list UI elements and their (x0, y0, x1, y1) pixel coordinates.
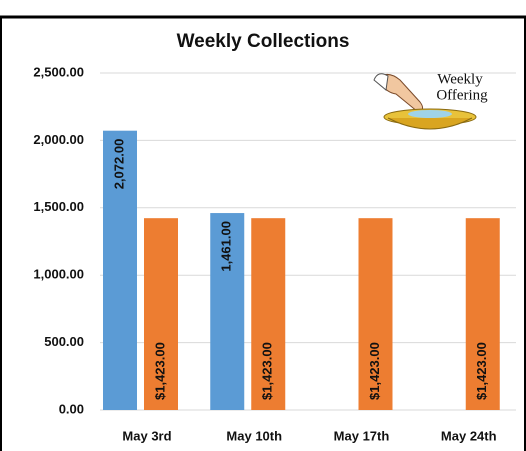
y-tick-label: 1,000.00 (33, 267, 84, 282)
value-label: 1,461.00 (219, 221, 234, 272)
value-label: $1,423.00 (260, 342, 275, 400)
annotation: Offering (436, 87, 488, 103)
y-tick-label: 1,500.00 (33, 199, 84, 214)
value-label: $1,423.00 (152, 342, 167, 400)
x-tick-label: May 24th (441, 428, 497, 443)
value-label: $1,423.00 (474, 342, 489, 400)
clipart: Weekly Offering (374, 71, 488, 129)
y-tick-label: 0.00 (59, 401, 84, 416)
money (408, 110, 452, 118)
x-tick-label: May 17th (334, 428, 390, 443)
chart-title: Weekly Collections (177, 31, 350, 52)
x-tick-label: May 10th (226, 428, 282, 443)
y-tick-label: 2,500.00 (33, 64, 84, 79)
value-label: 2,072.00 (111, 139, 126, 190)
header-strip (0, 0, 526, 16)
plate-base (388, 118, 472, 129)
y-tick-label: 500.00 (44, 334, 84, 349)
cuff (374, 74, 388, 90)
value-label: $1,423.00 (367, 342, 382, 400)
chart: Weekly Collections 0.00 500.00 1,000.00 1,5… (0, 0, 526, 451)
annotation: Weekly (437, 71, 483, 87)
y-tick-label: 2,000.00 (33, 132, 84, 147)
x-tick-label: May 3rd (122, 428, 171, 443)
